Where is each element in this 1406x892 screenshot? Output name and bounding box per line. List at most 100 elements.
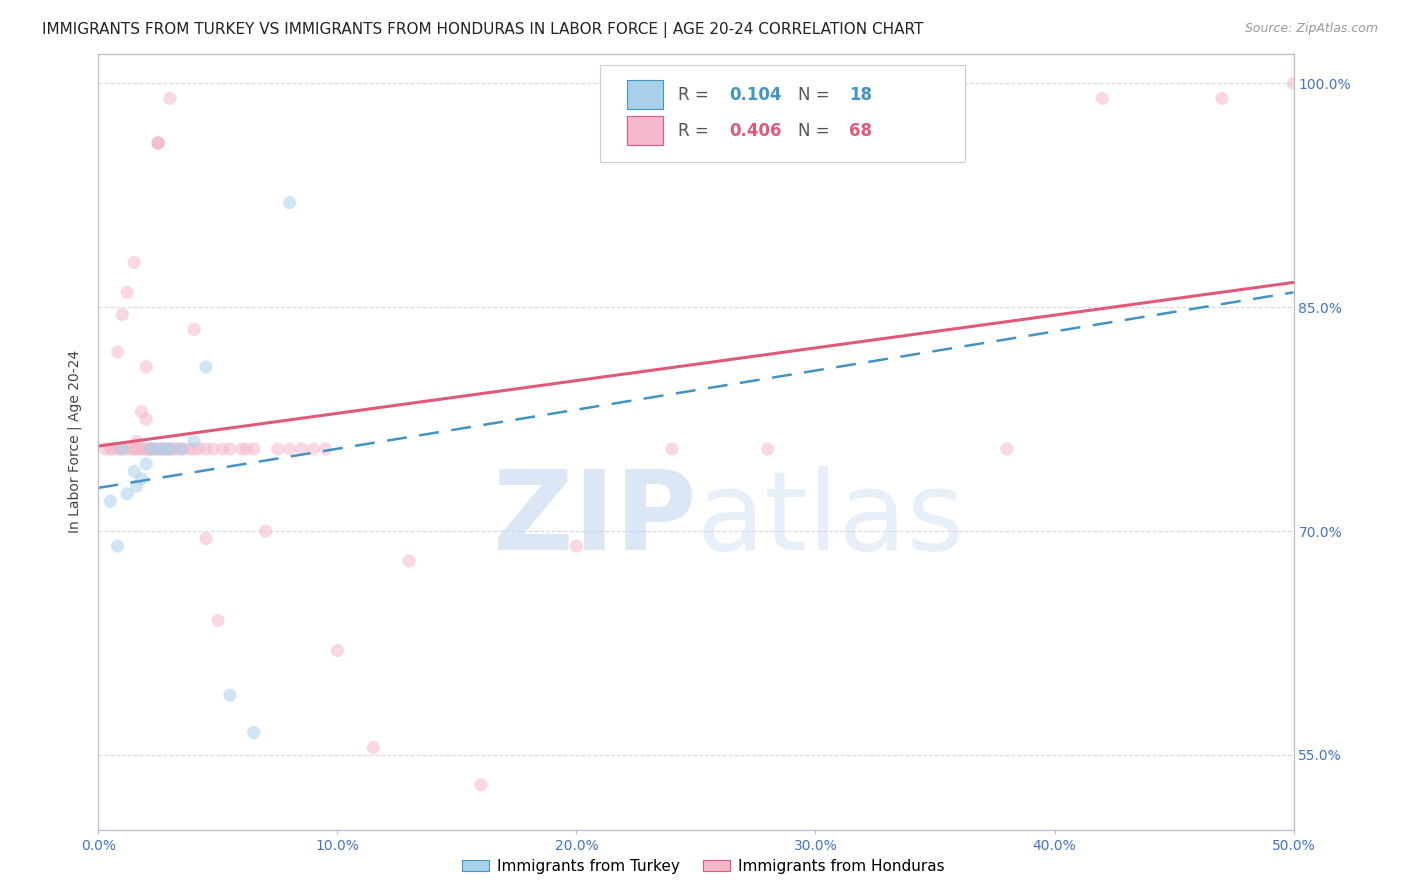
Point [183,323,205,337]
Point [135,442,157,456]
Point [139,442,162,456]
Point [159,91,181,105]
Point [207,614,229,628]
Point [155,442,177,456]
Point [187,442,209,456]
Point [98,494,122,508]
Point [155,442,177,456]
Point [124,442,146,456]
Point [211,442,233,456]
Text: R =: R = [678,122,714,140]
Text: N =: N = [797,86,834,103]
Point [107,539,129,553]
Point [219,442,242,456]
Point [131,442,153,456]
Point [235,442,257,456]
Point [125,442,148,456]
Point [149,442,172,456]
Point [148,136,170,150]
Point [302,442,325,456]
Point [135,457,157,471]
Point [124,255,146,269]
Point [195,532,218,546]
Point [363,740,385,755]
Point [166,442,188,456]
Point [131,442,153,456]
Point [98,442,122,456]
Point [125,434,148,449]
Point [995,442,1018,456]
Point [219,688,242,702]
Point [172,442,194,456]
Point [107,345,129,359]
Text: atlas: atlas [696,466,965,573]
Point [159,442,181,456]
Point [267,442,290,456]
Point [145,442,167,456]
Point [470,778,492,792]
Point [94,442,117,456]
Point [661,442,683,456]
Text: ZIP: ZIP [492,466,696,573]
Point [278,442,301,456]
Point [159,442,181,456]
Text: 68: 68 [849,122,872,140]
Point [139,442,162,456]
Point [231,442,253,456]
Point [1282,76,1305,90]
Point [243,442,266,456]
Point [183,442,205,456]
FancyBboxPatch shape [600,65,965,162]
Point [202,442,225,456]
Text: 0.104: 0.104 [730,86,782,103]
Point [111,308,134,322]
Point [148,136,170,150]
Point [115,442,138,456]
Point [148,442,170,456]
Point [1091,91,1114,105]
Point [115,487,138,501]
Legend: Immigrants from Turkey, Immigrants from Honduras: Immigrants from Turkey, Immigrants from … [456,853,950,880]
Point [565,539,588,553]
Point [278,195,301,210]
Text: Source: ZipAtlas.com: Source: ZipAtlas.com [1244,22,1378,36]
Point [155,442,177,456]
Point [115,285,138,300]
Point [152,442,174,456]
Point [139,442,162,456]
Point [135,442,157,456]
Point [148,136,170,150]
Point [121,442,143,456]
Point [163,442,186,456]
Point [243,725,266,739]
Point [1211,91,1233,105]
Point [756,442,779,456]
Point [135,359,157,374]
Y-axis label: In Labor Force | Age 20-24: In Labor Force | Age 20-24 [67,350,83,533]
FancyBboxPatch shape [627,80,662,110]
Text: 18: 18 [849,86,872,103]
Point [326,643,349,657]
Point [179,442,201,456]
Point [398,554,420,568]
Text: IMMIGRANTS FROM TURKEY VS IMMIGRANTS FROM HONDURAS IN LABOR FORCE | AGE 20-24 CO: IMMIGRANTS FROM TURKEY VS IMMIGRANTS FRO… [42,22,924,38]
Point [254,524,277,538]
Point [195,442,218,456]
Point [125,479,148,493]
Point [135,412,157,426]
Point [183,434,205,449]
Point [291,442,314,456]
Point [159,442,181,456]
Point [131,405,153,419]
Point [111,442,134,456]
FancyBboxPatch shape [627,116,662,145]
Point [101,442,124,456]
Text: R =: R = [678,86,714,103]
Point [142,442,165,456]
Point [195,359,218,374]
Point [315,442,337,456]
Point [107,442,129,456]
Point [131,472,153,486]
Text: 0.406: 0.406 [730,122,782,140]
Point [111,442,134,456]
